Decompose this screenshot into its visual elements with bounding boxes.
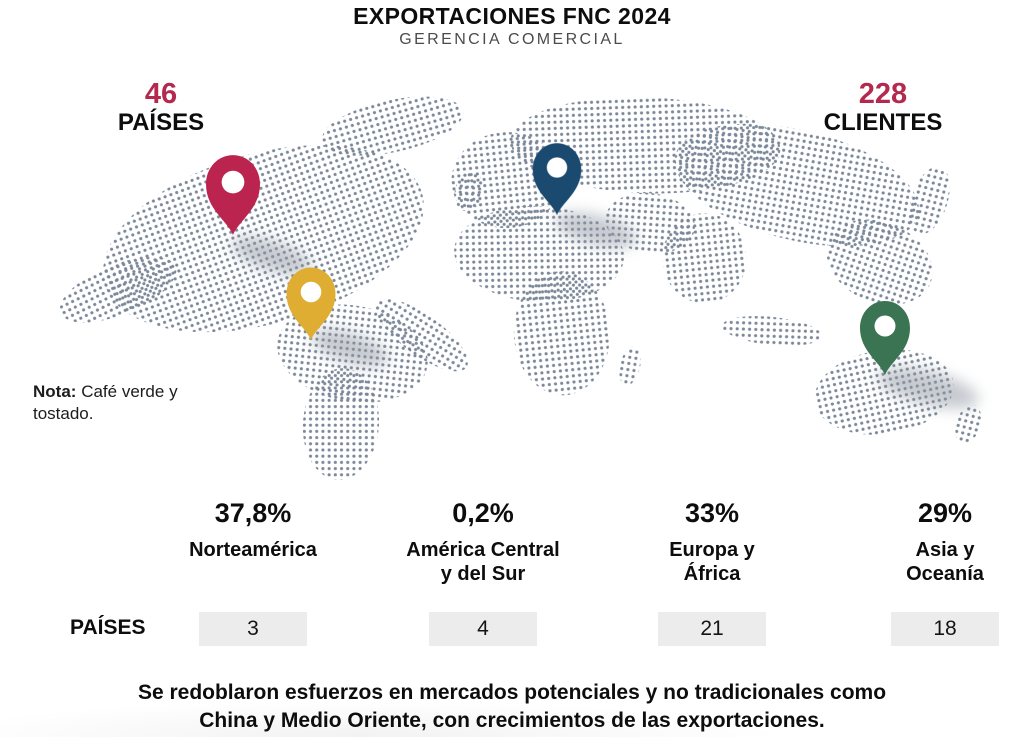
- region-percent: 0,2%: [452, 498, 514, 528]
- continent-asia: [510, 97, 950, 346]
- footer-message: Se redoblaron esfuerzos en mercados pote…: [137, 681, 887, 732]
- pin-europa-africa: [532, 143, 582, 215]
- pin-shadow-america-central: [311, 329, 389, 367]
- pin-shadow-europa-africa: [555, 212, 637, 248]
- note-text: Café verde y tostado.: [33, 382, 178, 424]
- pin-america-central-sur: [286, 267, 336, 340]
- countries-total-label: PAÍSES: [117, 109, 205, 136]
- pin-shadow-asia-oceania: [877, 367, 979, 409]
- region-col-asia-oceania: 29% Asia y Oceanía: [835, 498, 1024, 587]
- pin-norteamerica: [206, 155, 260, 235]
- countries-count-europa-africa: 21: [658, 612, 766, 646]
- region-percent: 37,8%: [214, 498, 292, 528]
- region-col-europa-africa: 33% Europa y África: [602, 498, 822, 587]
- pin-hole: [300, 281, 322, 303]
- pin-asia-oceania: [860, 301, 910, 375]
- clients-total-label: CLIENTES: [823, 109, 943, 136]
- region-name: Norteamérica: [189, 539, 317, 561]
- region-percent: 29%: [917, 498, 973, 528]
- page-subtitle: GERENCIA COMERCIAL: [399, 31, 625, 48]
- region-name: Asia y Oceanía: [906, 539, 984, 586]
- countries-row-label: PAÍSES: [70, 616, 146, 639]
- region-name: América Central y del Sur: [406, 539, 560, 586]
- pin-shadow-norteamerica: [231, 236, 313, 276]
- map-pins: [206, 143, 910, 375]
- clients-summary: 228 CLIENTES: [792, 80, 974, 136]
- region-name: Europa y África: [669, 539, 755, 586]
- pin-shadows: [231, 212, 979, 409]
- continents-dotted-land: [59, 96, 982, 480]
- region-col-america-central-sur: 0,2% América Central y del Sur: [373, 498, 593, 587]
- countries-total-value: 46: [144, 78, 178, 110]
- world-map: [59, 96, 982, 480]
- region-percent: 33%: [684, 498, 740, 528]
- pin-hole: [546, 157, 568, 178]
- page-title: EXPORTACIONES FNC 2024: [353, 3, 671, 29]
- region-col-norteamerica: 37,8% Norteamérica: [143, 498, 363, 562]
- note-label: Nota:: [33, 382, 77, 401]
- countries-count-asia-oceania: 18: [891, 612, 999, 646]
- pin-hole: [221, 170, 245, 194]
- countries-count-norteamerica: 3: [199, 612, 307, 646]
- clients-total-value: 228: [858, 78, 908, 110]
- countries-summary: 46 PAÍSES: [70, 80, 252, 136]
- note: Nota: Café verde y tostado.: [33, 381, 188, 425]
- countries-count-america-central-sur: 4: [429, 612, 537, 646]
- pin-hole: [874, 315, 896, 337]
